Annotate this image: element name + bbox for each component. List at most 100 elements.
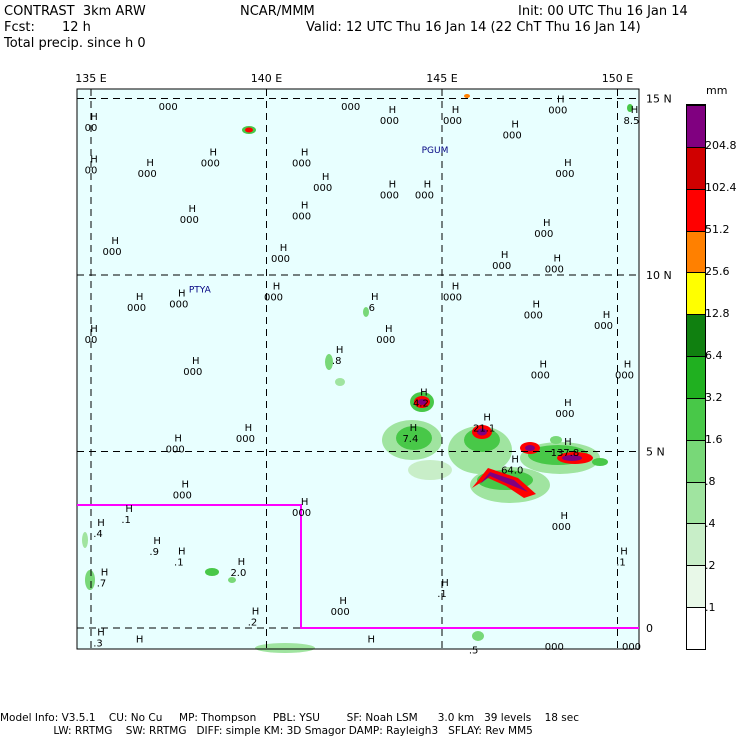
place-label: PGUM (422, 146, 449, 156)
colorbar-swatch (687, 523, 705, 566)
station-h: H (111, 236, 119, 247)
axis-labels: 135 E 140 E 145 E 150 E 15 N 10 N 5 N 0 (75, 72, 671, 635)
lat-label: 5 N (646, 446, 665, 459)
precip-blob (464, 94, 470, 98)
station-h: H (501, 250, 509, 261)
lon-label: 150 E (602, 72, 633, 85)
colorbar-swatch (687, 565, 705, 608)
station-value: 000 (548, 106, 567, 117)
colorbar-level: 51.2 (705, 223, 730, 236)
station-marker: H (136, 635, 144, 646)
colorbar-level: .2 (705, 559, 716, 572)
station-marker: H.1 (174, 546, 186, 568)
lat-label: 15 N (646, 93, 672, 106)
place-layer: PGUM PTYA (189, 146, 449, 296)
station-h: H (178, 289, 186, 300)
precip-blob (550, 436, 562, 444)
colorbar-swatch (687, 188, 705, 231)
colorbar-swatch (687, 397, 705, 440)
station-h: H (153, 536, 161, 547)
colorbar-level: .1 (705, 601, 716, 614)
station-value: 000 (615, 370, 634, 381)
station-h: H (182, 479, 190, 490)
colorbar-swatch (687, 230, 705, 273)
station-marker: H.1 (121, 504, 133, 526)
station-value: 000 (552, 522, 571, 533)
station-value: 000 (138, 169, 157, 180)
station-h: H (624, 359, 632, 370)
station-value: 000 (376, 335, 395, 346)
station-value: .4 (93, 529, 103, 540)
colorbar-swatch (687, 314, 705, 357)
station-h: H (603, 310, 611, 321)
station-value: 000 (524, 310, 543, 321)
colorbar-level: 25.6 (705, 265, 730, 278)
station-value: 00 (85, 335, 98, 346)
station-value: 000 (292, 508, 311, 519)
station-h: H (146, 158, 154, 169)
precip-layer (82, 94, 633, 653)
station-h: H (452, 282, 460, 293)
colorbar-level: 12.8 (705, 307, 730, 320)
station-marker: H (368, 635, 376, 646)
model-info-line2: LW: RRTMG SW: RRTMG DIFF: simple KM: 3D … (0, 725, 533, 737)
station-h: H (210, 148, 218, 159)
station-value: .9 (149, 547, 159, 558)
station-h: H (301, 497, 309, 508)
station-h: H (543, 218, 551, 229)
colorbar (686, 104, 706, 650)
station-value: 000 (292, 159, 311, 170)
station-value: .1 (437, 589, 447, 600)
station-value: .5 (469, 646, 479, 657)
precip-blob (418, 399, 426, 405)
precip-band (480, 472, 528, 492)
station-value: 000 (503, 130, 522, 141)
station-value: 000 (292, 212, 311, 223)
station-h: H (511, 119, 519, 130)
station-value: 000 (555, 409, 574, 420)
station-h: H (410, 423, 418, 434)
station-marker: H.7 (97, 568, 109, 590)
station-h: H (101, 568, 109, 579)
station-marker: H.4 (93, 518, 105, 540)
station-marker: H00 (85, 324, 98, 346)
station-h: H (540, 359, 548, 370)
station-value: 000 (127, 303, 146, 314)
station-value: 000 (531, 370, 550, 381)
station-h: H (301, 148, 309, 159)
precip-blob (245, 127, 253, 133)
station-value: 000 (313, 183, 332, 194)
lat-label: 10 N (646, 269, 672, 282)
map-frame (76, 88, 640, 650)
precip-blob (408, 460, 452, 480)
station-value: 000 (492, 261, 511, 272)
station-value: 000 (380, 190, 399, 201)
station-h: H (336, 345, 344, 356)
precip-blob (592, 458, 608, 466)
station-value: 000 (166, 444, 185, 455)
station-value: 000 (443, 293, 462, 304)
station-marker: H8.5 (624, 105, 640, 127)
station-value: .7 (97, 579, 107, 590)
precip-blob (205, 568, 219, 576)
station-h: H (554, 253, 562, 264)
center-label: NCAR/MMM (240, 4, 315, 19)
station-value: 000 (443, 116, 462, 127)
